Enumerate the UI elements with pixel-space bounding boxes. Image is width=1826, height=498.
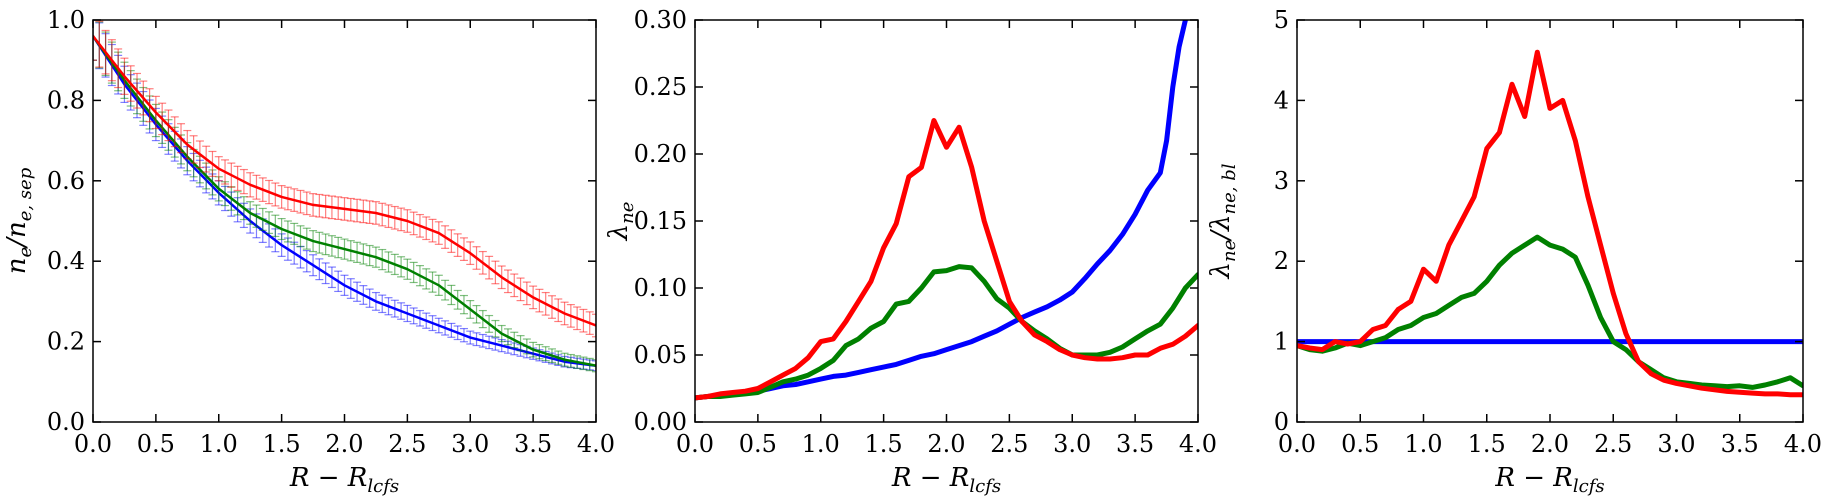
x-tick-label: 2.5 [1594,430,1632,458]
y-tick-label: 0.15 [634,207,687,235]
x-tick-label: 2.5 [990,430,1028,458]
y-tick-label: 0 [1274,408,1289,436]
plot-frame [92,19,597,423]
y-tick-label: 0.05 [634,341,687,369]
x-tick-label: 0.0 [74,430,112,458]
x-tick-label: 3.0 [1657,430,1695,458]
plot-area [93,20,596,373]
y-tick-label: 0.2 [47,328,85,356]
series-line-red [1297,49,1803,398]
y-tick-label: 0.25 [634,73,687,101]
y-tick-label: 1 [1274,328,1289,356]
y-tick-label: 0.10 [634,274,687,302]
plot-frame [1296,19,1804,423]
x-tick-label: 0.0 [1278,430,1316,458]
x-tick-label: 3.5 [1116,430,1154,458]
y-tick-label: 0.8 [47,86,85,114]
x-tick-label: 1.0 [802,430,840,458]
error-bars-green [93,20,596,373]
y-tick-label: 0.0 [47,408,85,436]
y-tick-label: 0.20 [634,140,687,168]
x-tick-label: 1.5 [1468,430,1506,458]
x-tick-label: 3.5 [1721,430,1759,458]
x-tick-label: 1.5 [865,430,903,458]
x-tick-label: 3.0 [451,430,489,458]
series-line-red [695,118,1198,401]
plot-frame [694,19,1199,423]
x-tick-label: 1.0 [200,430,238,458]
series-line-red [93,34,596,327]
y-tick-label: 0.30 [634,6,687,34]
x-tick-label: 0.5 [137,430,175,458]
y-axis-label: λne/λne, bl [1206,163,1240,279]
x-tick-label: 3.5 [514,430,552,458]
x-axis-label: R − Rlcfs [1494,463,1604,497]
series-line-green [695,264,1198,401]
y-tick-label: 3 [1274,167,1289,195]
x-axis-label: R − Rlcfs [891,463,1001,497]
y-tick-label: 4 [1274,86,1289,114]
series-line-green [1297,234,1803,390]
x-axis-label: R − Rlcfs [289,463,399,497]
panel-ne: 0.0 0.5 1.0 1.5 2.0 2.5 3.0 3.5 4.0 0.0 0.2 0.4 0.6 0… [2,6,615,497]
x-tick-label: 4.0 [1179,430,1217,458]
x-tick-label: 1.5 [263,430,301,458]
x-tick-label: 0.5 [1341,430,1379,458]
y-tick-label: 0.00 [634,408,687,436]
x-tick-label: 2.0 [927,430,965,458]
panel-ratio: 0.0 0.5 1.0 1.5 2.0 2.5 3.0 3.5 4.0 0 1 2 3 4 5 R − Rlc… [1206,6,1822,497]
y-tick-label: 1.0 [47,6,85,34]
x-tick-label: 2.5 [388,430,426,458]
y-tick-label: 2 [1274,247,1289,275]
x-tick-label: 1.0 [1404,430,1442,458]
y-axis-label: λne [604,202,638,242]
x-tick-label: 4.0 [577,430,615,458]
x-tick-label: 2.0 [1531,430,1569,458]
y-tick-label: 5 [1274,6,1289,34]
x-tick-label: 0.5 [739,430,777,458]
x-tick-label: 4.0 [1784,430,1822,458]
x-tick-label: 0.0 [676,430,714,458]
series-line-blue [695,20,1188,401]
y-tick-label: 0.4 [47,247,85,275]
plot-area [1297,49,1803,398]
y-tick-label: 0.6 [47,167,85,195]
plot-area [695,20,1198,401]
error-bars-blue [93,20,596,372]
panel-lambda: 0.0 0.5 1.0 1.5 2.0 2.5 3.0 3.5 4.0 0.00 0.05 0.10 0… [604,6,1217,497]
x-tick-label: 3.0 [1053,430,1091,458]
x-tick-label: 2.0 [325,430,363,458]
series-line-green [93,34,596,367]
y-axis-label: ne/ne, sep [2,167,36,274]
